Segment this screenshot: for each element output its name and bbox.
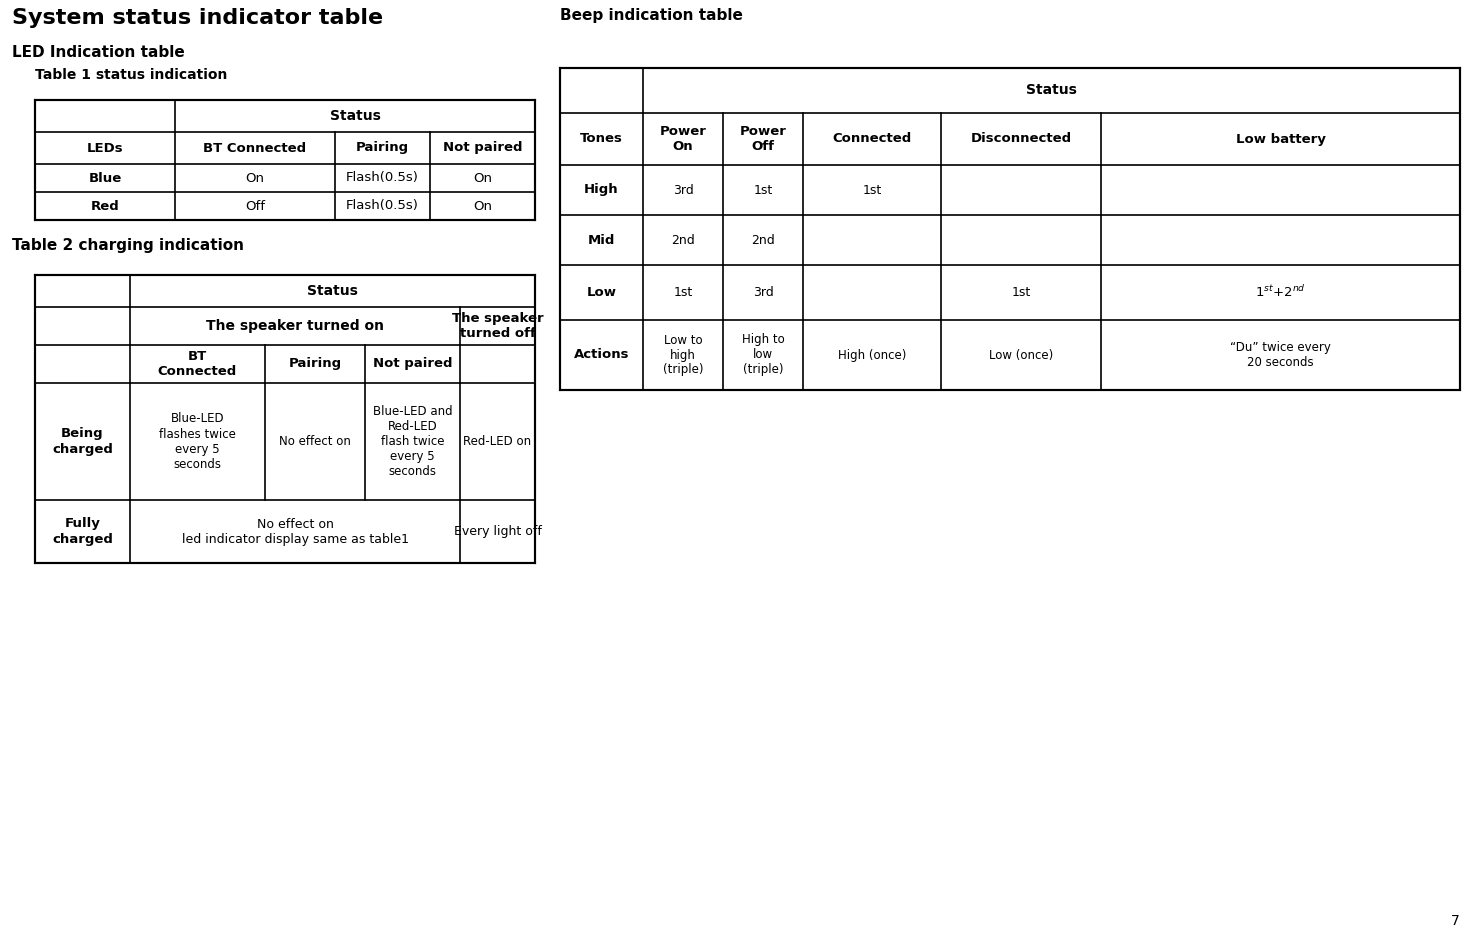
Text: Status: Status — [1026, 84, 1077, 98]
Text: Blue-LED
flashes twice
every 5
seconds: Blue-LED flashes twice every 5 seconds — [160, 413, 236, 471]
Text: 2nd: 2nd — [751, 233, 774, 246]
Text: 7: 7 — [1451, 914, 1460, 928]
Text: No effect on
led indicator display same as table1: No effect on led indicator display same … — [182, 518, 408, 545]
Text: High: High — [584, 183, 619, 196]
Text: 1st: 1st — [1011, 286, 1030, 299]
Text: On: On — [245, 171, 265, 184]
Text: High (once): High (once) — [838, 349, 906, 362]
Text: 3rd: 3rd — [752, 286, 773, 299]
Text: Off: Off — [245, 199, 265, 212]
Text: No effect on: No effect on — [279, 435, 350, 448]
Text: 1st: 1st — [754, 183, 773, 196]
Text: Table 1 status indication: Table 1 status indication — [35, 68, 228, 82]
Text: Disconnected: Disconnected — [971, 133, 1072, 146]
Text: BT Connected: BT Connected — [204, 142, 306, 154]
Text: System status indicator table: System status indicator table — [12, 8, 383, 28]
Text: LEDs: LEDs — [87, 142, 123, 154]
Text: Low: Low — [587, 286, 616, 299]
Text: The speaker turned on: The speaker turned on — [205, 319, 384, 333]
Text: High to
low
(triple): High to low (triple) — [742, 334, 785, 377]
Text: Status: Status — [330, 109, 380, 123]
Text: Power
On: Power On — [659, 125, 706, 153]
Text: Tones: Tones — [579, 133, 622, 146]
Text: Not paired: Not paired — [372, 357, 452, 370]
Text: Mid: Mid — [588, 233, 615, 246]
Bar — [35, 275, 535, 563]
Text: Power
Off: Power Off — [739, 125, 786, 153]
Text: On: On — [473, 199, 492, 212]
Text: 2nd: 2nd — [671, 233, 695, 246]
Text: Red-LED on: Red-LED on — [464, 435, 532, 448]
Text: Every light off: Every light off — [454, 525, 541, 538]
Text: $1^{st}$+$2^{nd}$: $1^{st}$+$2^{nd}$ — [1255, 285, 1307, 301]
Text: Table 2 charging indication: Table 2 charging indication — [12, 238, 244, 253]
Text: Red: Red — [90, 199, 120, 212]
Text: Flash(0.5s): Flash(0.5s) — [346, 171, 418, 184]
Text: Actions: Actions — [573, 349, 630, 362]
Text: On: On — [473, 171, 492, 184]
Text: 1st: 1st — [674, 286, 693, 299]
Text: Beep indication table: Beep indication table — [560, 8, 743, 23]
Text: Fully
charged: Fully charged — [52, 518, 112, 545]
Text: Connected: Connected — [832, 133, 912, 146]
Text: 1st: 1st — [862, 183, 881, 196]
Text: Low battery: Low battery — [1236, 133, 1326, 146]
Text: Not paired: Not paired — [443, 142, 522, 154]
Text: BT
Connected: BT Connected — [158, 350, 236, 378]
Text: Being
charged: Being charged — [52, 428, 112, 456]
Text: Pairing: Pairing — [288, 357, 341, 370]
Text: Blue: Blue — [89, 171, 121, 184]
Text: 3rd: 3rd — [672, 183, 693, 196]
Text: Status: Status — [307, 284, 358, 298]
Bar — [35, 100, 535, 220]
Text: The speaker
turned off: The speaker turned off — [452, 312, 544, 340]
Text: Low to
high
(triple): Low to high (triple) — [662, 334, 704, 377]
Text: Low (once): Low (once) — [989, 349, 1054, 362]
Text: Blue-LED and
Red-LED
flash twice
every 5
seconds: Blue-LED and Red-LED flash twice every 5… — [372, 405, 452, 478]
Bar — [560, 68, 1460, 390]
Text: “Du” twice every
20 seconds: “Du” twice every 20 seconds — [1230, 341, 1330, 369]
Text: LED Indication table: LED Indication table — [12, 45, 185, 60]
Text: Flash(0.5s): Flash(0.5s) — [346, 199, 418, 212]
Text: Pairing: Pairing — [356, 142, 409, 154]
